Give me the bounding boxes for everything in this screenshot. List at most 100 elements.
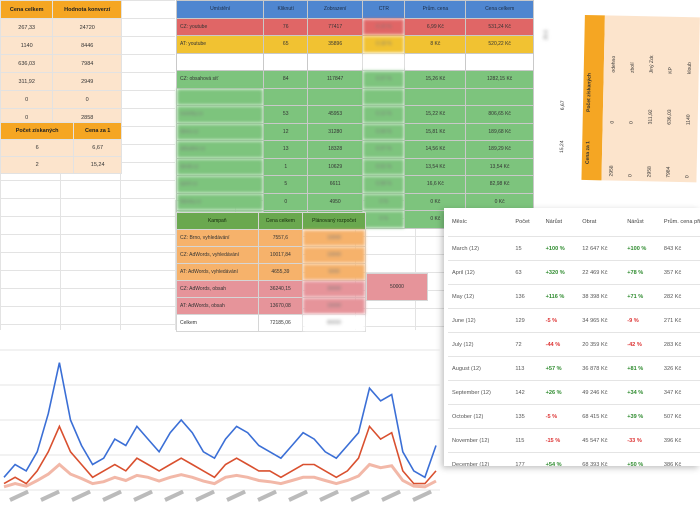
table-cell: 189,29 Kč xyxy=(465,140,534,159)
table-cell: lidovky.cz xyxy=(175,192,265,211)
table-row: CZ: AdWords, obsah 36240,15 30000 xyxy=(176,280,366,298)
rotated-value: 0 xyxy=(610,120,617,124)
table-row: March (12) 15 +100 % 12 647 Kč +100 % 843 Kč xyxy=(448,236,700,261)
table-cell: denik.cz xyxy=(175,157,265,176)
table-cell: 6 xyxy=(0,139,75,157)
table-row: Celkem 72185,06 80000 xyxy=(176,314,366,332)
rotated-col-labels: odehno zbolí Jiný Zdr. KP kloub xyxy=(605,17,700,74)
rotated-row-1: 0 0 311,92 636,03 1140 xyxy=(604,73,699,125)
chart-series xyxy=(3,362,437,489)
table-row: August (12) 113 +57 % 36 878 Kč +81 % 326 Kč xyxy=(448,356,700,381)
table-cell: 13,54 Kč xyxy=(465,157,534,176)
series-line xyxy=(3,424,437,485)
x-tick-label xyxy=(40,489,60,502)
table-cell xyxy=(362,87,406,106)
table-cell xyxy=(263,87,309,106)
table-cell: November (12) xyxy=(448,428,512,453)
series-line xyxy=(3,362,437,479)
table-cell: 282 Kč xyxy=(659,284,700,309)
header-cell: Cena za 1 xyxy=(73,122,122,140)
table-cell: 271 Kč xyxy=(659,308,700,333)
table-row: November (12) 115 -15 % 45 547 Kč -33 % 396 K… xyxy=(448,428,700,453)
table-cell xyxy=(175,87,265,106)
table-cell: 36240,15 xyxy=(257,280,304,298)
header-cell: Měsíc xyxy=(448,208,512,237)
rotated-value: 311,92 xyxy=(647,109,654,125)
placements-table: Umístění Kliknutí Zobrazení CTR Prům. cena Ce… xyxy=(175,0,534,229)
table-cell: 177 xyxy=(511,452,542,466)
table-cell: 0.10 % xyxy=(362,17,406,36)
header-cell: Cena celkem xyxy=(465,0,534,19)
table-cell: 2 xyxy=(0,156,75,174)
x-tick-label xyxy=(133,489,153,502)
rotated-label: 26.6 xyxy=(543,30,550,40)
rotated-col-label: KP xyxy=(667,67,674,74)
table-cell: 142 xyxy=(511,380,542,405)
table-cell: 5 xyxy=(263,175,309,194)
table-cell: 20 359 Kč xyxy=(578,332,624,357)
table-cell: 0.12 % xyxy=(362,105,406,124)
table-cell: 8446 xyxy=(52,36,122,55)
table-cell: 45 547 Kč xyxy=(578,428,624,453)
header-cell: Počet xyxy=(511,208,542,237)
table-cell: 5000 xyxy=(302,263,366,281)
table-cell: -5 % xyxy=(541,404,579,429)
table-cell: 63 xyxy=(511,260,542,285)
monthly-stats-panel: Měsíc Počet Nárůst Obrat Nárůst Prům. cena př… xyxy=(444,208,700,466)
rotated-col-label: Jiný Zdr. xyxy=(648,54,656,74)
x-tick-label xyxy=(226,489,246,502)
table-row: CZ: AdWords, vyhledávání 10017,84 10000 xyxy=(176,246,366,264)
rotated-row-2: 2958 0 2958 7984 0 xyxy=(603,131,698,178)
table-cell: 0 Kč xyxy=(404,192,467,211)
table-cell: 49 246 Kč xyxy=(578,380,624,405)
table-cell: 6611 xyxy=(307,175,364,194)
header-cell: Kliknutí xyxy=(263,0,309,19)
table-cell: 10000 xyxy=(302,246,366,264)
table-cell: 18328 xyxy=(307,140,364,159)
table-cell: 0.08 % xyxy=(362,175,406,194)
rotated-value: 1140 xyxy=(685,114,692,126)
table-cell: 283 Kč xyxy=(659,332,700,357)
table-cell: 7984 xyxy=(52,54,122,73)
header-cell: Kampaň xyxy=(176,212,259,230)
table-cell: 13 xyxy=(263,140,309,159)
table-cell: 35896 xyxy=(307,35,364,54)
table-cell: June (12) xyxy=(448,308,512,333)
rotated-header-label-2: Cena za 1 xyxy=(584,140,592,165)
header-cell: Cena celkem xyxy=(257,212,304,230)
header-cell: Umístění xyxy=(175,0,265,19)
table-row: December (12) 177 +54 % 68 393 Kč +50 % 386 K… xyxy=(448,452,700,466)
rotated-value: 6,67 xyxy=(559,100,567,111)
table-cell: 10629 xyxy=(307,157,364,176)
table-cell xyxy=(307,87,364,106)
table-cell: May (12) xyxy=(448,284,512,309)
table-cell: CZ: AdWords, vyhledávání xyxy=(176,246,259,264)
table-row: July (12) 72 -44 % 20 359 Kč -42 % 283 Kč xyxy=(448,332,700,357)
table-cell: -33 % xyxy=(623,428,660,453)
table-cell: 0.07 % xyxy=(362,70,406,89)
table-row: AT: youtube 65 35896 0.18 % 8 Kč 520,22 Kč xyxy=(175,35,534,54)
table-cell: 80000 xyxy=(302,314,366,332)
x-tick-label xyxy=(164,489,184,502)
table-cell: 22 469 Kč xyxy=(578,260,624,285)
table-cell: 136 xyxy=(511,284,542,309)
table-cell: 34 965 Kč xyxy=(578,308,624,333)
table-cell: April (12) xyxy=(448,260,512,285)
table-cell: 30000 xyxy=(302,280,366,298)
table-cell: 520,22 Kč xyxy=(465,35,534,54)
conversion-table: Cena celkem Hodnota konverzí 267,33 24720… xyxy=(0,0,122,127)
table-cell: 357 Kč xyxy=(659,260,700,285)
table-cell: 0.07 % xyxy=(362,140,406,159)
table-cell: +54 % xyxy=(541,452,579,466)
rotated-value: 2958 xyxy=(608,165,616,177)
x-tick-label xyxy=(195,489,215,502)
table-cell xyxy=(263,52,309,71)
rotated-header-label-1: Počet získaných xyxy=(585,72,593,113)
table-cell: 386 Kč xyxy=(659,452,700,466)
x-tick-label xyxy=(319,489,339,502)
table-cell: October (12) xyxy=(448,404,512,429)
table-cell: 76 xyxy=(263,17,309,36)
table-cell: July (12) xyxy=(448,332,512,357)
line-chart-svg xyxy=(0,349,440,502)
